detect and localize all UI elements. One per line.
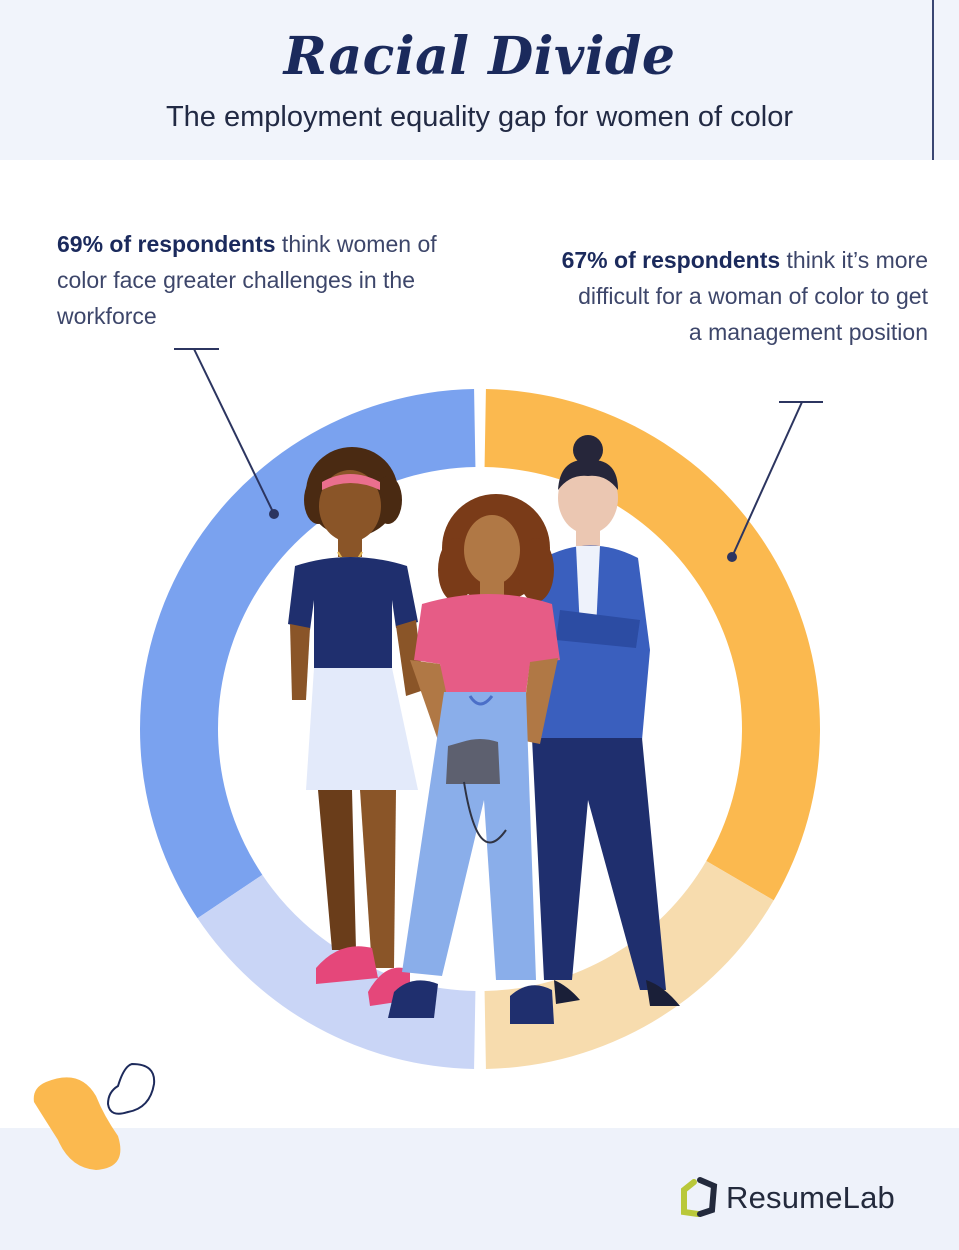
stat-note-right: 67% of respondents think it’s more diffi… (560, 242, 928, 350)
callout-left (174, 348, 275, 515)
footer-band (0, 1128, 959, 1250)
stat-note-left-text: think women of color face greater challe… (57, 231, 437, 329)
callout-left-dot (269, 509, 279, 519)
header-band (0, 0, 959, 160)
stat-note-left: 69% of respondents think women of color … (57, 226, 457, 334)
donut-segment-left (139, 389, 476, 919)
stat-note-right-text: think it’s more difficult for a woman of… (578, 247, 928, 345)
illustration-woman-right (530, 435, 680, 1006)
donut-segment-right-remainder (484, 861, 774, 1069)
callout-right (731, 401, 823, 558)
stat-note-right-highlight: 67% of respondents (561, 247, 781, 273)
decorative-blob-orange (33, 1077, 121, 1170)
page-title: Racial Divide (283, 26, 676, 87)
illustration-woman-middle (388, 494, 560, 1024)
decorative-blob-outline (106, 1062, 156, 1115)
callout-right-dot (727, 552, 737, 562)
brand-name-part1: Resume (726, 1180, 843, 1215)
donut-segment-right (484, 389, 820, 901)
page-subtitle: The employment equality gap for women of… (165, 101, 794, 133)
illustration-woman-left (288, 447, 424, 1006)
brand-name-part2: Lab (842, 1180, 895, 1215)
header-divider (932, 0, 934, 160)
stat-note-left-highlight: 69% of respondents (57, 231, 276, 257)
brand: ResumeLab (726, 1174, 895, 1222)
resumelab-logo-icon (681, 1177, 718, 1217)
brand-name: ResumeLab (726, 1180, 895, 1216)
